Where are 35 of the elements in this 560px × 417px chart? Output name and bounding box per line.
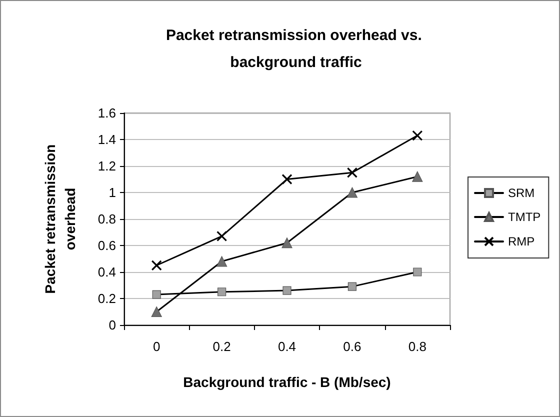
point [346,167,358,178]
point [216,230,228,242]
y-tick-label: 0.6 [98,238,116,253]
point [282,286,292,295]
point [282,238,292,248]
point [413,268,422,276]
y-tick-label: 1.2 [98,158,116,174]
point [346,187,358,198]
y-tick-label: 0 [108,318,116,332]
x-tick-label: 0.8 [408,339,426,354]
point [216,256,228,267]
point [412,171,423,182]
point [151,260,162,271]
x-tick-label: 0.4 [278,339,296,354]
chart-title: Packet retransmission overhead vs. background traffic [166,27,426,71]
x-axis-title: Background traffic - B (Mb/sec) [183,374,391,390]
y-tick-label: 0.4 [98,264,116,280]
point [152,290,161,299]
y-tick-label: 0.8 [98,212,116,226]
point [218,288,226,296]
y-axis-title: Packet retransmission overhead [42,144,78,294]
x-tick-label: 0 [152,339,160,354]
y-tick-label: 1 [108,185,116,200]
point [151,306,162,318]
point [348,282,356,291]
x-tick-label: 0.6 [343,339,362,354]
legend-label: SRM [508,186,535,200]
point [412,130,423,141]
y-tick-label: 0.2 [98,291,116,306]
x-tick-label: 0.2 [212,339,231,354]
point [282,174,292,185]
legend-label: TMTP [508,210,541,224]
y-tick-label: 1.4 [98,132,116,147]
legend-label: RMP [508,234,535,248]
y-tick-label: 1.6 [98,106,116,120]
